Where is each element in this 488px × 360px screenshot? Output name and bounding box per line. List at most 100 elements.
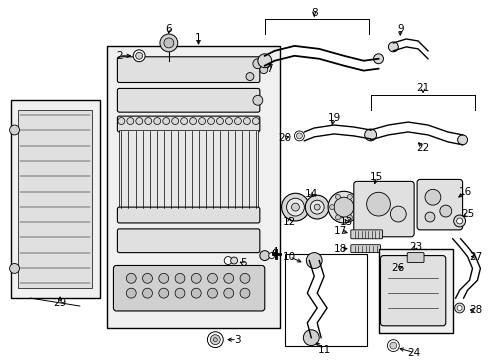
Circle shape	[257, 54, 271, 68]
Circle shape	[327, 191, 359, 223]
Circle shape	[142, 288, 152, 298]
Circle shape	[153, 118, 161, 125]
Circle shape	[126, 273, 136, 283]
Text: 3: 3	[233, 335, 240, 345]
Circle shape	[456, 306, 461, 310]
Circle shape	[126, 118, 134, 125]
Circle shape	[305, 253, 322, 269]
Circle shape	[373, 54, 383, 64]
Circle shape	[314, 204, 320, 210]
Circle shape	[333, 197, 353, 217]
Text: 14: 14	[304, 189, 317, 199]
Circle shape	[207, 288, 217, 298]
Circle shape	[160, 34, 177, 52]
Circle shape	[387, 42, 398, 52]
FancyBboxPatch shape	[350, 245, 380, 253]
Circle shape	[424, 189, 440, 205]
Circle shape	[133, 50, 145, 62]
Text: 9: 9	[396, 24, 403, 34]
FancyBboxPatch shape	[407, 253, 423, 262]
Circle shape	[175, 288, 184, 298]
Circle shape	[335, 194, 340, 199]
Circle shape	[234, 118, 241, 125]
Text: 10: 10	[283, 252, 295, 262]
Bar	[11, 100, 100, 298]
Circle shape	[240, 288, 249, 298]
Text: 7: 7	[266, 64, 272, 74]
Text: 24: 24	[407, 347, 420, 357]
Circle shape	[268, 253, 274, 258]
Circle shape	[389, 206, 406, 222]
Circle shape	[189, 118, 196, 125]
Circle shape	[224, 288, 233, 298]
Circle shape	[180, 118, 187, 125]
FancyBboxPatch shape	[113, 265, 264, 311]
Circle shape	[386, 339, 399, 351]
Circle shape	[346, 215, 351, 220]
Circle shape	[291, 203, 299, 211]
Circle shape	[230, 257, 237, 264]
FancyBboxPatch shape	[117, 207, 259, 223]
Text: 2: 2	[116, 51, 122, 61]
Circle shape	[207, 118, 214, 125]
Text: 23: 23	[408, 242, 422, 252]
Circle shape	[10, 125, 20, 135]
Circle shape	[126, 288, 136, 298]
Circle shape	[159, 273, 168, 283]
Circle shape	[118, 118, 124, 125]
Circle shape	[329, 204, 334, 210]
Circle shape	[216, 118, 223, 125]
Text: 11: 11	[317, 345, 330, 355]
Text: 28: 28	[468, 305, 481, 315]
Circle shape	[224, 257, 232, 265]
Circle shape	[252, 118, 259, 125]
Circle shape	[191, 288, 201, 298]
Circle shape	[243, 118, 250, 125]
Circle shape	[159, 288, 168, 298]
Circle shape	[259, 66, 267, 73]
Text: 15: 15	[369, 172, 383, 183]
Circle shape	[366, 192, 389, 216]
Circle shape	[389, 342, 396, 349]
Circle shape	[294, 131, 304, 141]
Text: 8: 8	[310, 8, 317, 18]
Circle shape	[281, 193, 308, 221]
Circle shape	[303, 330, 319, 346]
Circle shape	[213, 338, 217, 342]
Circle shape	[10, 264, 20, 273]
Bar	[284, 253, 366, 346]
FancyBboxPatch shape	[117, 89, 259, 112]
Circle shape	[225, 118, 232, 125]
Circle shape	[245, 73, 253, 81]
Text: 18: 18	[334, 244, 347, 254]
Circle shape	[424, 212, 434, 222]
Circle shape	[346, 194, 351, 199]
Circle shape	[207, 332, 223, 347]
Circle shape	[240, 273, 249, 283]
Circle shape	[457, 135, 467, 145]
Text: 4: 4	[271, 247, 277, 257]
Text: 6: 6	[165, 24, 172, 34]
Circle shape	[364, 129, 376, 141]
Circle shape	[191, 273, 201, 283]
Circle shape	[144, 118, 151, 125]
Text: 26: 26	[391, 264, 404, 274]
Text: 17: 17	[334, 226, 347, 236]
Text: 21: 21	[416, 84, 429, 94]
Text: 19: 19	[327, 113, 340, 123]
Circle shape	[305, 195, 328, 219]
Circle shape	[142, 273, 152, 283]
Text: 20: 20	[277, 133, 290, 143]
Circle shape	[136, 118, 142, 125]
Circle shape	[296, 133, 302, 139]
Circle shape	[439, 205, 451, 217]
Circle shape	[163, 38, 173, 48]
Circle shape	[335, 215, 340, 220]
Text: 5: 5	[239, 258, 246, 269]
Circle shape	[171, 118, 178, 125]
Text: 1: 1	[195, 33, 202, 43]
Text: 27: 27	[468, 252, 481, 262]
Text: 12: 12	[282, 217, 296, 227]
Bar	[106, 46, 279, 328]
Circle shape	[456, 218, 462, 224]
